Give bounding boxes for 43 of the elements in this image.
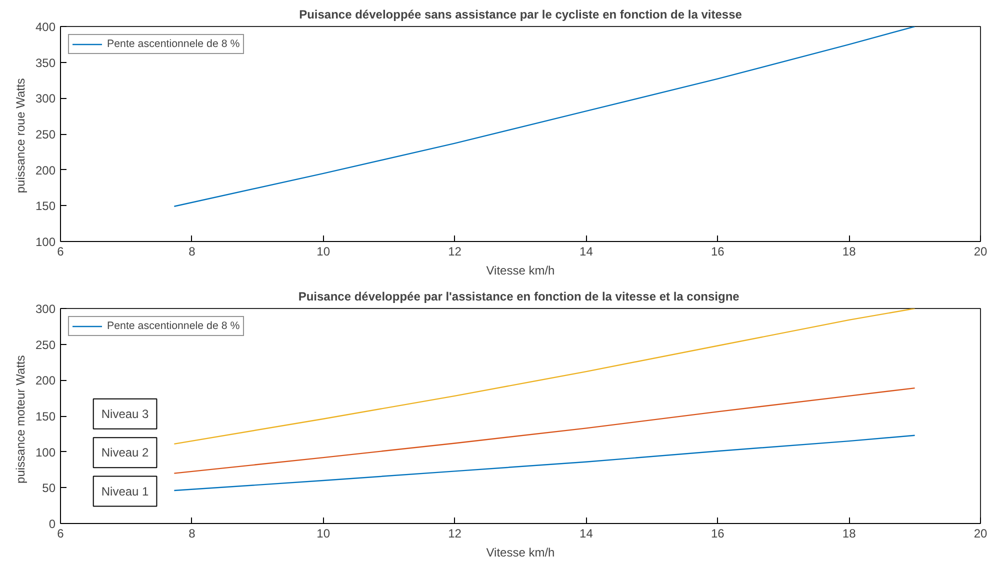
x-tick-label: 10 [316,526,330,540]
y-tick-label: 50 [42,481,56,496]
legend-label: Pente ascentionnele de 8 % [107,320,240,332]
y-tick-label: 400 [35,20,56,34]
x-axis-title: Vitesse km/h [486,264,555,278]
x-tick-label: 18 [842,526,856,540]
x-tick-label: 18 [842,244,856,258]
x-tick-label: 20 [974,244,988,258]
x-tick-label: 12 [448,526,462,540]
annotation: Niveau 2 [101,446,150,460]
y-tick-label: 0 [48,517,56,531]
y-tick-label: 100 [35,445,56,460]
y-tick-label: 200 [35,163,56,178]
x-tick-label: 14 [580,526,594,540]
chart-title: Puisance développée sans assistance par le cycliste en fonction de la vitesse [299,8,742,22]
y-tick-label: 200 [35,374,56,388]
annotation: Niveau 1 [101,484,150,498]
x-tick-label: 12 [448,244,462,258]
x-tick-label: 8 [188,244,196,258]
y-tick-label: 150 [35,410,56,424]
x-tick-label: 6 [57,244,64,258]
y-tick-label: 100 [35,235,56,249]
y-tick-label: 150 [35,199,56,214]
y-axis-title: puissance moteur Watts [13,355,28,484]
x-tick-label: 14 [580,244,594,258]
y-tick-label: 300 [35,302,56,316]
x-tick-label: 10 [316,244,330,258]
y-tick-label: 350 [35,56,56,70]
y-axis-title: puissance roue Watts [13,78,28,194]
x-tick-label: 8 [188,526,196,540]
chart-title: Puisance développée par l'assistance en fonction de la vitesse et la consigne [298,290,740,304]
y-tick-label: 250 [35,338,56,352]
y-tick-label: 250 [35,128,56,142]
x-tick-label: 16 [710,526,725,540]
line-series [174,387,916,474]
x-tick-label: 16 [710,244,725,258]
x-tick-label: 20 [974,526,988,540]
x-tick-label: 6 [57,526,64,540]
y-tick-label: 300 [35,92,56,106]
annotation: Niveau 3 [101,406,150,421]
x-axis-title: Vitesse km/h [486,546,555,560]
legend-label: Pente ascentionnele de 8 % [107,38,240,50]
line-series [174,434,916,492]
